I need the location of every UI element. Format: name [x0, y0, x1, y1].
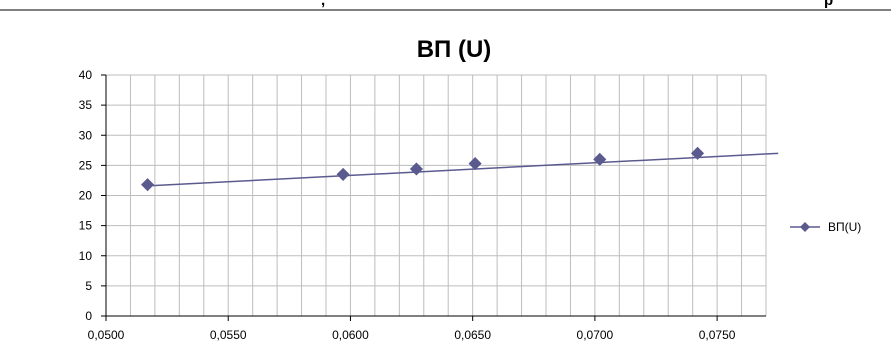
chart-ticks: 0 5 10 15 20 25 30 35 40 0,0500 0,0550 0,0600 0,0650… [79, 68, 736, 342]
data-point-3 [409, 162, 424, 176]
trendline [147, 152, 779, 187]
chart-grid [105, 74, 767, 317]
y-tick-label: 0 [85, 309, 92, 323]
top-divider-line [0, 9, 891, 11]
y-tick-label: 35 [79, 98, 93, 112]
data-point-4 [468, 157, 482, 171]
data-point-2 [336, 167, 350, 181]
x-tick-label: 0,0550 [210, 328, 247, 342]
chart-legend: BП(U) [790, 220, 861, 234]
y-tick-label: 15 [79, 219, 93, 233]
y-tick-label: 10 [79, 249, 93, 263]
x-tick-label: 0,0500 [88, 328, 125, 342]
data-point-5 [593, 152, 607, 166]
chart-title: BП (U) [417, 36, 492, 63]
legend-diamond-marker [800, 222, 810, 232]
y-tick-label: 40 [79, 68, 93, 82]
cropped-heading-fragment-left: , [321, 0, 326, 9]
x-tick-label: 0,0600 [332, 328, 369, 342]
y-tick-label: 30 [79, 128, 93, 142]
y-tick-label: 25 [79, 158, 93, 172]
data-point-1 [140, 178, 155, 192]
y-tick-label: 5 [85, 279, 92, 293]
legend-series-label: BП(U) [828, 220, 861, 234]
chart-series [140, 146, 779, 192]
x-tick-label: 0,0650 [454, 328, 491, 342]
y-tick-label: 20 [79, 189, 93, 203]
data-point-6 [690, 146, 705, 160]
x-tick-label: 0,0750 [699, 328, 736, 342]
x-tick-label: 0,0700 [577, 328, 614, 342]
cropped-heading-fragment-right: p [824, 0, 834, 9]
